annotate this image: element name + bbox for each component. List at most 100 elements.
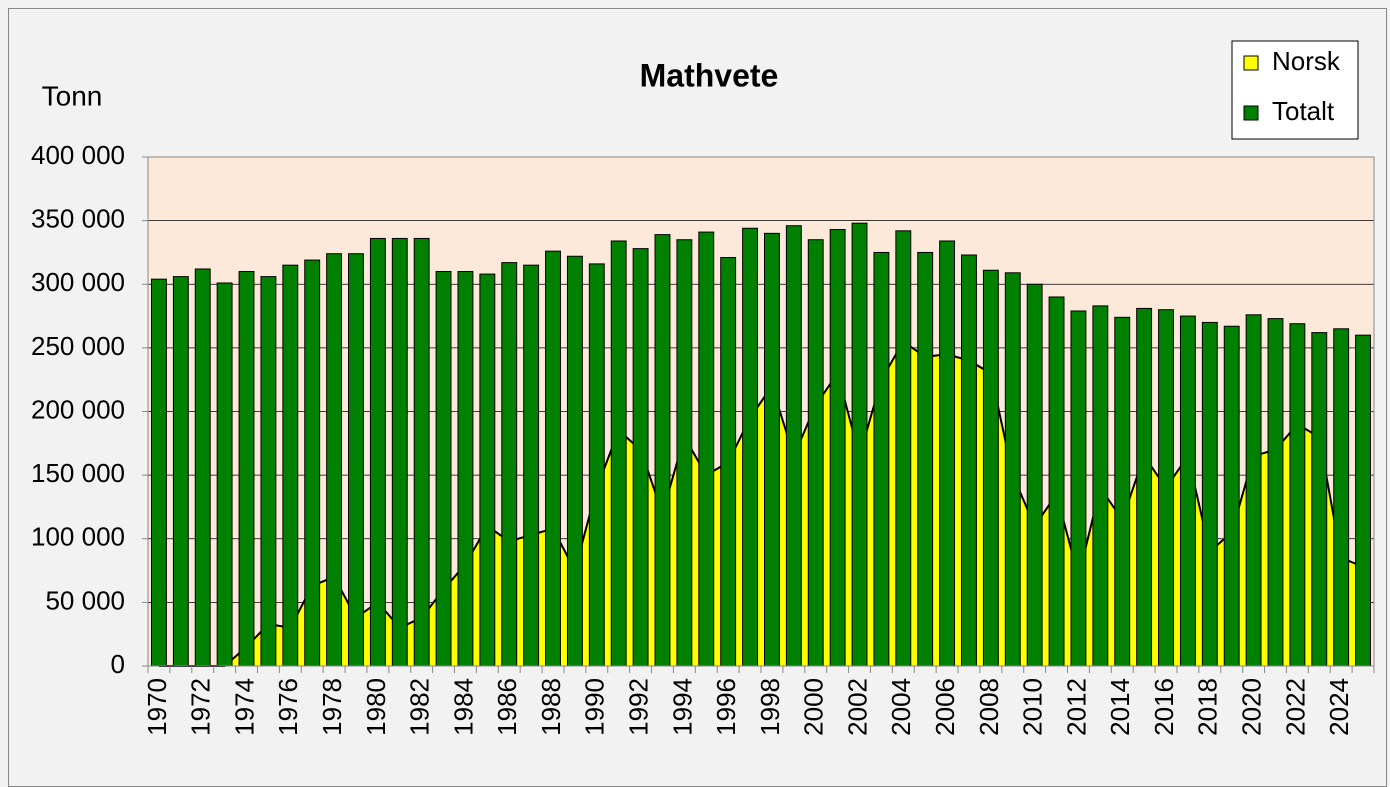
x-tick-label: 1974 [229, 678, 259, 736]
bar [1092, 305, 1109, 667]
bar [632, 248, 649, 667]
x-tick-label: 2010 [1018, 678, 1048, 736]
bar [654, 234, 671, 667]
bar [982, 269, 999, 667]
bar [369, 237, 386, 667]
bar [1179, 315, 1196, 667]
y-tick-label: 100 000 [31, 522, 125, 552]
y-tick-label: 50 000 [45, 585, 125, 615]
bar [720, 257, 737, 667]
bar [785, 225, 802, 667]
x-tick-label: 2006 [930, 678, 960, 736]
bar [939, 240, 956, 667]
y-tick-label: 350 000 [31, 204, 125, 234]
bar [676, 239, 693, 667]
x-tick-label: 2000 [799, 678, 829, 736]
x-tick-label: 1988 [536, 678, 566, 736]
x-tick-label: 2020 [1236, 678, 1266, 736]
y-tick-label: 0 [111, 649, 125, 679]
bar [1070, 310, 1087, 667]
bar [216, 282, 233, 667]
bar [304, 259, 321, 667]
bar [435, 271, 452, 667]
bar [1114, 316, 1131, 667]
y-axis-label: Tonn [42, 80, 103, 111]
x-tick-label: 2008 [974, 678, 1004, 736]
x-tick-label: 1990 [580, 678, 610, 736]
bar [566, 255, 583, 667]
bar [391, 237, 408, 667]
bar [873, 251, 890, 667]
x-tick-label: 1978 [317, 678, 347, 736]
bar [151, 278, 167, 667]
bar [282, 264, 299, 667]
bar [1333, 328, 1350, 667]
bar [807, 239, 824, 667]
bar [829, 229, 846, 667]
x-tick-label: 2018 [1193, 678, 1223, 736]
bar [545, 250, 561, 667]
bar [610, 240, 627, 667]
bar [1289, 323, 1306, 667]
x-tick-label: 2016 [1149, 678, 1179, 736]
bar [1026, 283, 1043, 667]
legend-swatch [1243, 105, 1259, 121]
x-tick-label: 2002 [842, 678, 872, 736]
bar [523, 264, 540, 667]
legend-label: Totalt [1272, 96, 1335, 126]
bar [413, 237, 430, 667]
bar [1158, 309, 1174, 667]
x-tick-label: 1998 [755, 678, 785, 736]
bar [851, 222, 868, 667]
bar [172, 276, 189, 667]
bar [895, 230, 912, 667]
x-tick-label: 1972 [186, 678, 216, 736]
x-tick-label: 2022 [1280, 678, 1310, 736]
bar [479, 273, 496, 667]
x-tick-label: 1992 [623, 678, 653, 736]
bar [1355, 334, 1371, 667]
bar [1004, 272, 1021, 667]
x-tick-label: 1984 [448, 678, 478, 736]
bar [698, 231, 715, 667]
x-tick-label: 1976 [273, 678, 303, 736]
x-tick-label: 1980 [361, 678, 391, 736]
bar [917, 251, 934, 667]
x-tick-label: 1982 [405, 678, 435, 736]
x-tick-label: 1996 [711, 678, 741, 736]
bar [764, 232, 780, 667]
bar [1048, 296, 1065, 667]
bar [1136, 307, 1153, 667]
legend-swatch [1243, 55, 1259, 71]
bar [326, 253, 343, 667]
y-tick-label: 250 000 [31, 331, 125, 361]
y-tick-label: 300 000 [31, 267, 125, 297]
bar [1245, 314, 1262, 667]
bar [1267, 318, 1284, 667]
x-tick-label: 1970 [142, 678, 172, 736]
bar [457, 271, 474, 667]
bar [742, 227, 758, 667]
y-tick-label: 200 000 [31, 394, 125, 424]
legend-label: Norsk [1272, 46, 1341, 76]
bar [1201, 321, 1218, 667]
bar [1223, 325, 1240, 667]
bar [348, 253, 364, 667]
x-tick-label: 2012 [1061, 678, 1091, 736]
bar [238, 271, 255, 667]
y-tick-label: 400 000 [31, 140, 125, 170]
x-tick-label: 1994 [667, 678, 697, 736]
y-tick-label: 150 000 [31, 458, 125, 488]
x-tick-label: 2014 [1105, 678, 1135, 736]
bar [961, 254, 977, 667]
x-tick-label: 2004 [886, 678, 916, 736]
bar [501, 262, 518, 667]
bar [588, 263, 605, 667]
chart-title: Mathvete [640, 57, 779, 93]
bar [194, 268, 211, 667]
bar [1311, 332, 1328, 667]
bar [260, 276, 277, 667]
x-tick-label: 2024 [1324, 678, 1354, 736]
x-tick-label: 1986 [492, 678, 522, 736]
